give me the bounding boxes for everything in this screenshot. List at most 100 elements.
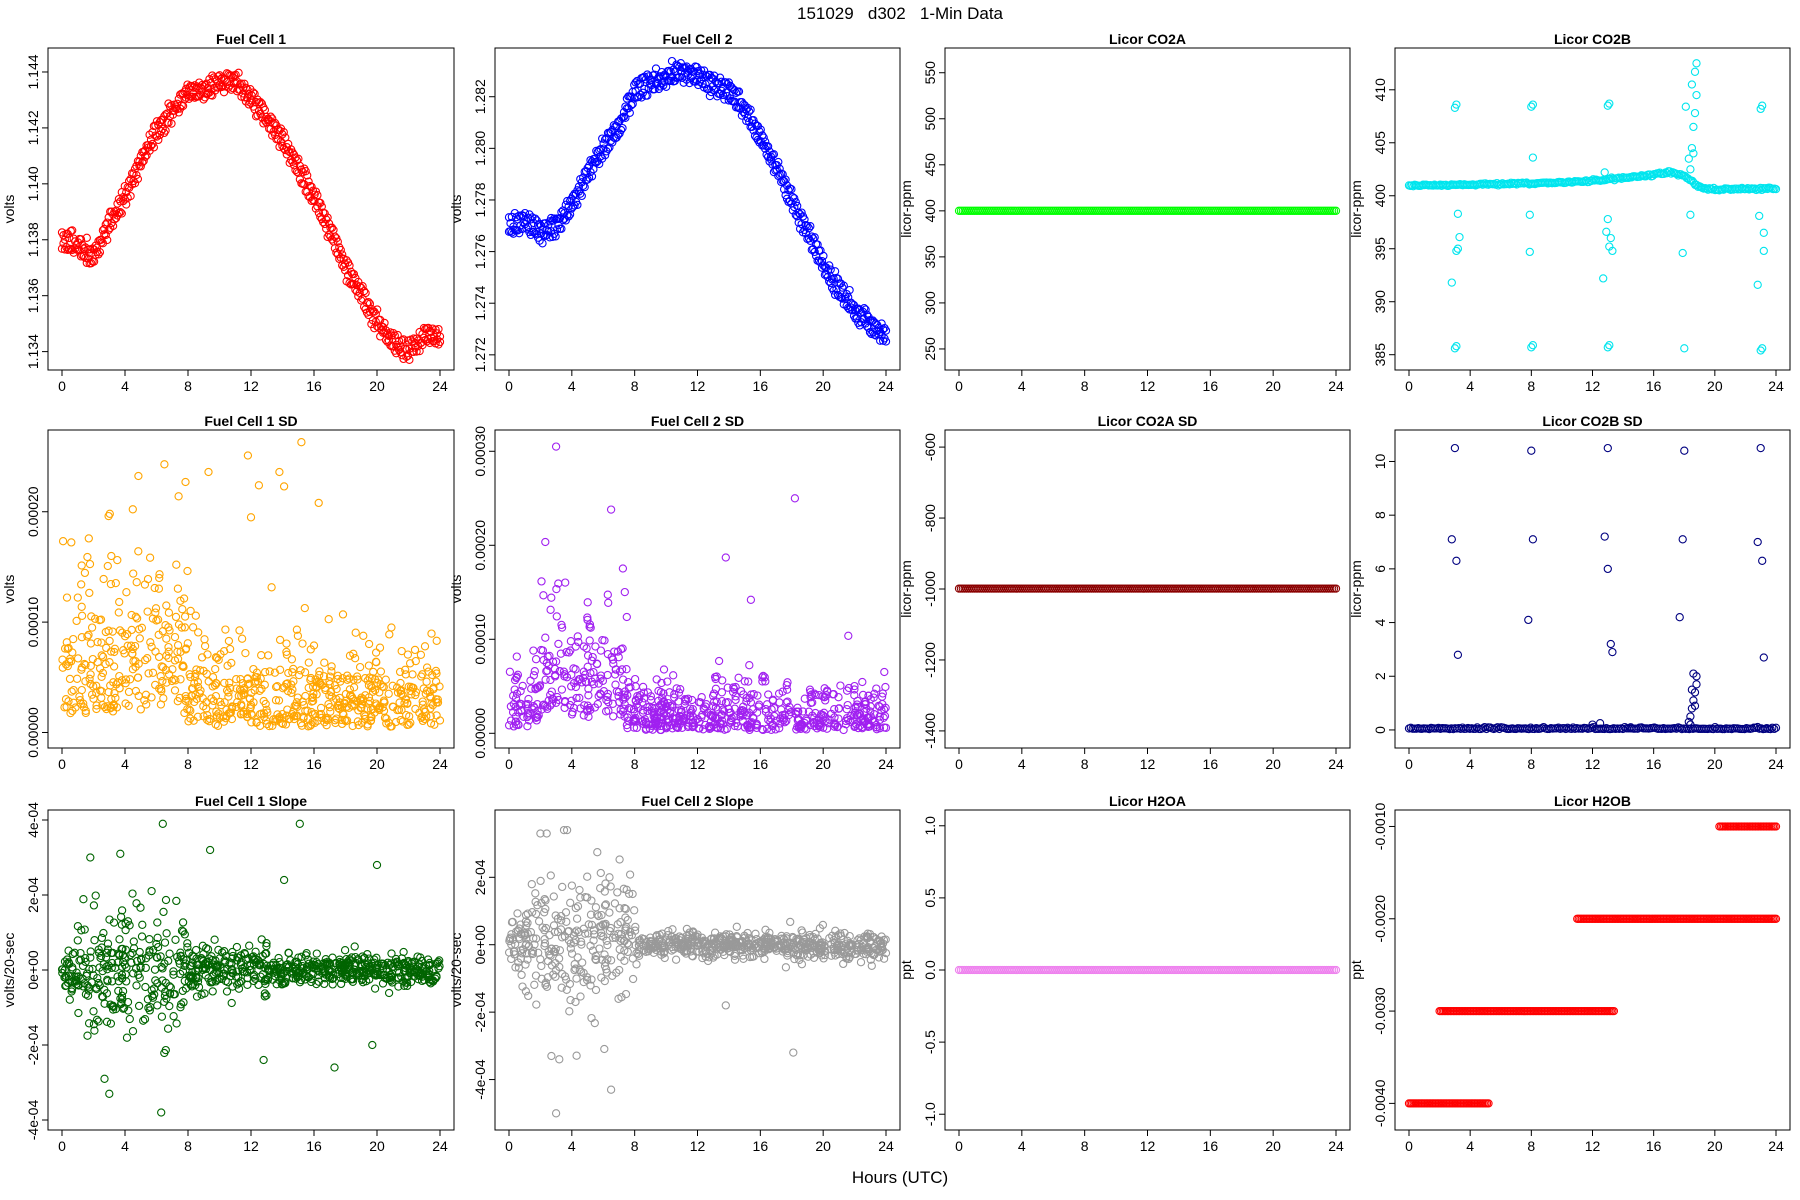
- data-point: [734, 673, 743, 682]
- data-point: [281, 977, 290, 986]
- data-point: [615, 855, 624, 864]
- data-point: [170, 632, 180, 642]
- y-tick-label: 390: [1372, 290, 1388, 314]
- data-point: [186, 606, 195, 616]
- data-point: [219, 969, 229, 978]
- data-point: [109, 918, 119, 927]
- data-point: [729, 683, 738, 692]
- data-point: [77, 926, 86, 935]
- data-point: [272, 980, 281, 989]
- y-tick-label: 1.138: [25, 222, 41, 257]
- data-point: [508, 935, 518, 944]
- data-point: [583, 163, 592, 173]
- data-point: [680, 715, 689, 724]
- data-point: [570, 960, 579, 969]
- data-point: [122, 188, 131, 197]
- data-point: [739, 702, 748, 711]
- data-point: [114, 194, 124, 204]
- y-axis-label: volts: [448, 575, 464, 604]
- data-point: [228, 982, 237, 991]
- data-point: [560, 703, 569, 713]
- data-point: [587, 920, 597, 930]
- data-point: [872, 725, 881, 734]
- data-point: [506, 702, 516, 711]
- data-point: [155, 118, 164, 127]
- data-point: [222, 987, 232, 996]
- x-tick-label: 24: [878, 378, 894, 394]
- data-point: [171, 676, 180, 685]
- data-point: [183, 943, 192, 952]
- data-point: [108, 1002, 117, 1011]
- data-point: [103, 965, 112, 974]
- x-tick-label: 24: [432, 1138, 448, 1154]
- data-point: [517, 700, 526, 709]
- data-point: [797, 208, 806, 217]
- data-point: [88, 654, 97, 664]
- panel-title: Fuel Cell 1: [216, 31, 286, 47]
- data-point: [736, 686, 746, 696]
- data-point: [768, 696, 778, 705]
- data-point: [572, 693, 581, 703]
- data-point: [81, 708, 90, 718]
- data-point: [121, 925, 130, 935]
- data-point: [588, 652, 597, 662]
- data-point: [613, 647, 623, 656]
- data-point: [120, 632, 130, 641]
- data-point: [405, 344, 414, 353]
- data-point: [327, 235, 337, 244]
- data-point: [875, 712, 884, 721]
- data-point: [160, 938, 170, 947]
- data-point: [117, 944, 126, 954]
- data-point: [562, 917, 571, 926]
- data-point: [850, 691, 859, 700]
- y-axis-label: licor-ppm: [898, 180, 914, 238]
- data-point: [433, 698, 443, 707]
- data-point: [139, 1016, 148, 1025]
- data-point: [523, 722, 532, 731]
- data-point: [153, 933, 162, 942]
- data-point: [191, 611, 200, 620]
- data-point: [710, 71, 719, 80]
- data-point: [279, 128, 288, 137]
- data-point: [304, 959, 313, 968]
- data-point: [881, 326, 891, 335]
- data-point: [136, 705, 145, 714]
- data-point: [584, 691, 593, 700]
- x-tick-label: 24: [878, 1138, 894, 1154]
- data-point: [226, 683, 235, 693]
- data-point: [761, 137, 770, 146]
- data-point: [560, 670, 569, 679]
- data-point: [335, 959, 344, 969]
- data-point: [160, 128, 169, 138]
- data-point: [571, 642, 580, 651]
- data-point: [769, 150, 779, 159]
- data-point: [680, 699, 689, 709]
- y-axis-label: volts: [1, 195, 17, 224]
- data-point: [409, 334, 418, 343]
- data-point: [389, 328, 398, 338]
- data-point: [393, 330, 402, 340]
- data-point: [138, 920, 147, 929]
- data-point: [199, 666, 208, 676]
- data-point: [295, 175, 305, 184]
- data-point: [274, 953, 283, 963]
- data-point: [320, 979, 329, 989]
- data-point: [549, 214, 559, 223]
- x-tick-label: 12: [1140, 378, 1156, 394]
- data-point: [326, 707, 335, 716]
- data-point: [307, 977, 316, 987]
- data-point: [153, 942, 163, 952]
- data-point: [211, 653, 221, 662]
- data-point: [815, 720, 824, 729]
- data-point: [91, 241, 100, 250]
- data-point: [60, 644, 70, 653]
- data-point: [127, 958, 136, 967]
- data-point: [257, 935, 266, 944]
- data-point: [73, 593, 82, 602]
- data-point: [1452, 556, 1461, 565]
- data-point: [766, 717, 775, 726]
- data-point: [426, 979, 435, 988]
